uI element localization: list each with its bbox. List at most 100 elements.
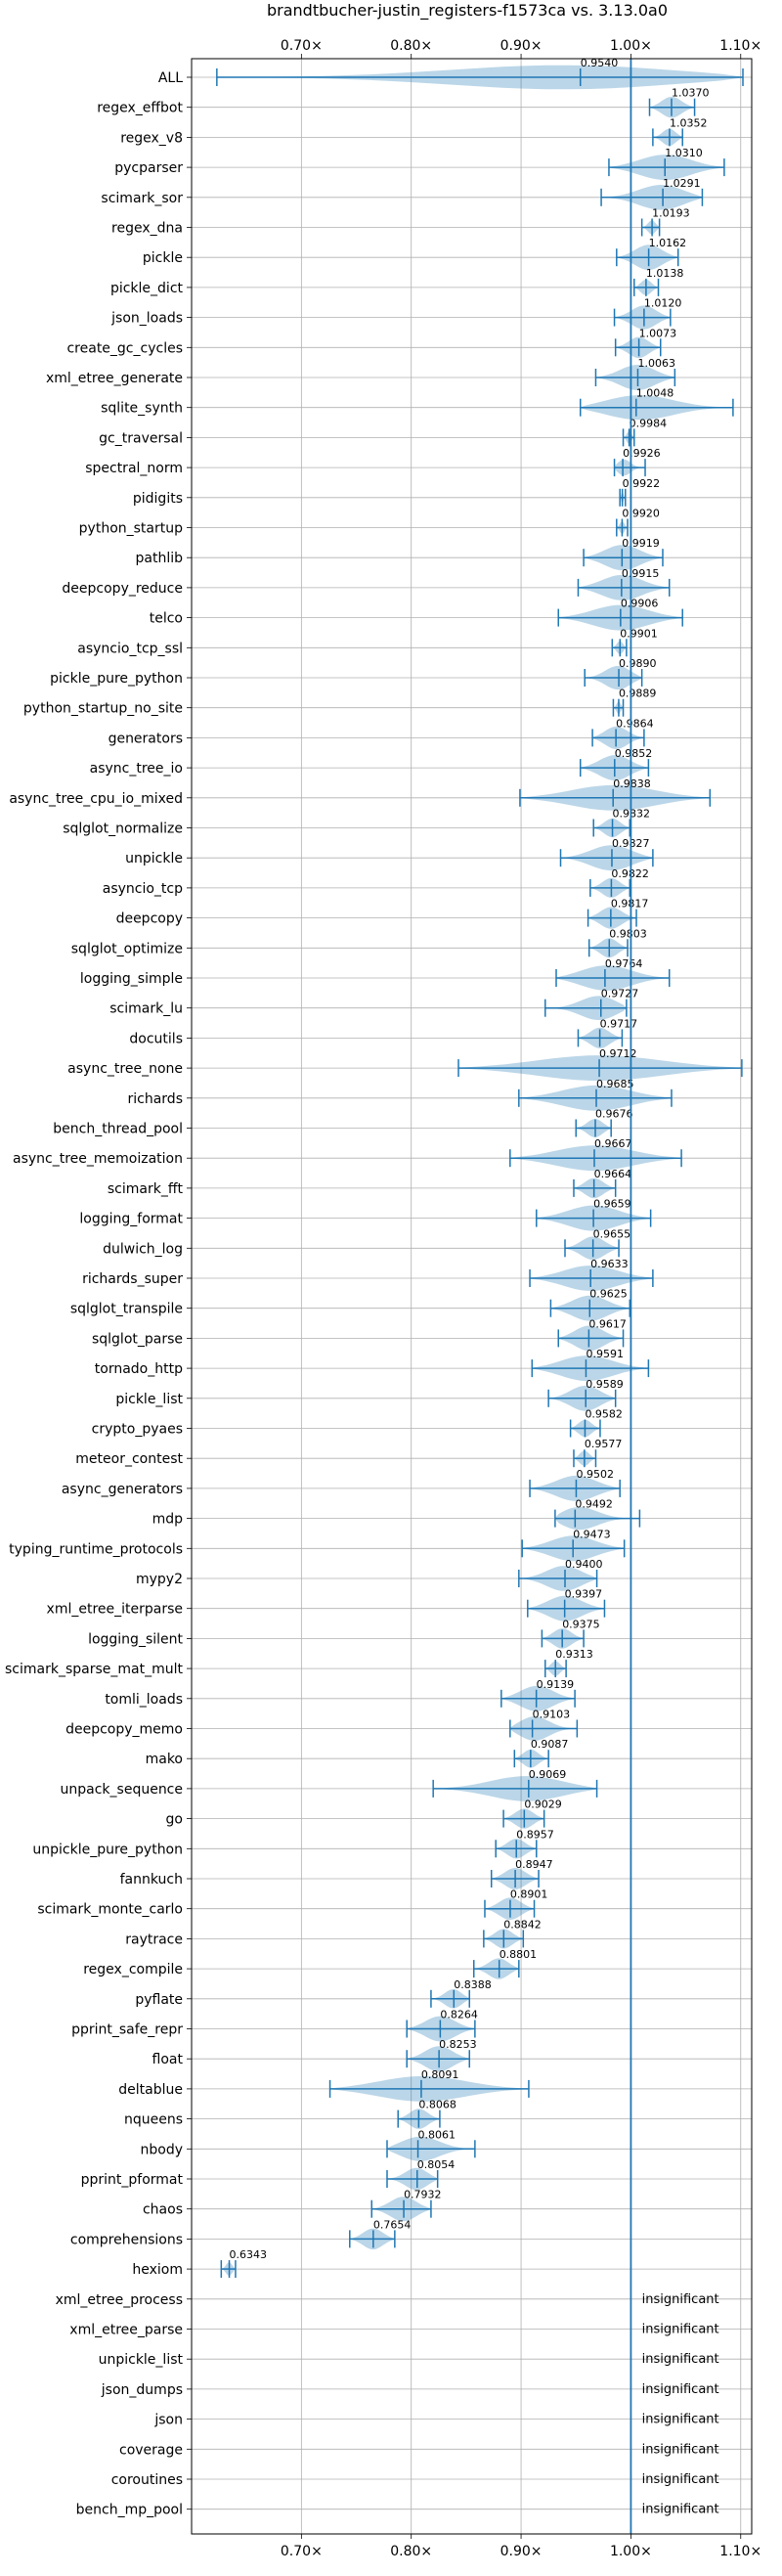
value-label: 0.9473 (573, 1528, 611, 1540)
benchmark-label: ALL (158, 70, 183, 86)
benchmark-label: async_tree_cpu_io_mixed (9, 791, 183, 807)
value-label: 0.9633 (590, 1258, 629, 1270)
insignificant-label: insignificant (642, 2442, 719, 2457)
value-label: 0.9889 (619, 688, 657, 700)
benchmark-label: python_startup_no_site (23, 701, 183, 717)
benchmark-label: scimark_lu (109, 1001, 183, 1017)
value-label: 0.9906 (621, 598, 659, 610)
value-label: 1.0120 (644, 297, 682, 310)
benchmark-label: coroutines (111, 2472, 183, 2488)
x-tick-label-top: 1.10× (719, 38, 761, 54)
benchmark-label: deltablue (118, 2082, 183, 2098)
value-label: 0.9659 (593, 1198, 631, 1211)
value-label: 0.9502 (576, 1468, 614, 1481)
benchmark-label: mdp (152, 1512, 184, 1528)
value-label: 0.9727 (601, 988, 639, 1000)
value-label: 0.8957 (516, 1828, 554, 1841)
benchmark-label: bench_mp_pool (76, 2503, 183, 2518)
benchmark-label: richards_super (82, 1271, 183, 1287)
benchmark-label: pycparser (114, 160, 183, 176)
benchmark-label: richards (128, 1091, 184, 1107)
value-label: 0.6343 (230, 2248, 267, 2261)
value-label: 0.9864 (616, 717, 654, 730)
x-tick-label-bottom: 1.00× (610, 2544, 652, 2559)
value-label: 0.9591 (586, 1348, 624, 1360)
benchmark-label: xml_etree_parse (69, 2323, 183, 2338)
benchmark-label: float (152, 2052, 184, 2067)
benchmark-label: sqlglot_normalize (63, 822, 183, 837)
value-label: 0.8947 (515, 1858, 553, 1871)
benchmark-label: scimark_sor (101, 191, 183, 206)
value-label: 0.9492 (575, 1498, 613, 1511)
benchmark-label: mypy2 (136, 1572, 183, 1587)
benchmark-label: go (166, 1812, 183, 1828)
insignificant-label: insignificant (642, 2472, 719, 2487)
benchmark-label: async_tree_io (90, 761, 183, 777)
benchmark-label: spectral_norm (85, 461, 183, 476)
benchmark-label: pickle (143, 250, 183, 266)
benchmark-label: deepcopy_memo (65, 1722, 183, 1738)
benchmark-label: bench_thread_pool (53, 1122, 183, 1137)
x-tick-label-top: 0.90× (500, 38, 543, 54)
x-tick-label-bottom: 1.10× (719, 2544, 761, 2559)
insignificant-label: insignificant (642, 2413, 719, 2427)
benchmark-label: unpickle_list (99, 2352, 184, 2368)
value-label: 0.9984 (630, 417, 668, 429)
benchmark-label: typing_runtime_protocols (9, 1541, 183, 1557)
benchmark-label: regex_effbot (97, 101, 183, 116)
value-label: 0.9667 (594, 1137, 632, 1150)
benchmark-label: coverage (119, 2442, 183, 2458)
x-tick-label-top: 0.70× (281, 38, 323, 54)
benchmark-label: telco (150, 611, 183, 627)
benchmark-label: sqlglot_parse (92, 1331, 183, 1347)
benchmark-label: deepcopy (116, 911, 183, 927)
value-label: 0.9087 (531, 1738, 569, 1751)
value-label: 0.9577 (585, 1438, 623, 1450)
value-label: 0.9838 (613, 777, 651, 790)
value-label: 1.0291 (663, 177, 701, 190)
benchmark-label: create_gc_cycles (66, 340, 183, 356)
value-label: 0.9029 (524, 1799, 562, 1811)
tick-layer: 0.70× 0.70× 0.80× 0.80× 0.90× 0.90× 1.00× 1.00×… (5, 38, 761, 2559)
benchmark-label: regex_dna (111, 221, 183, 237)
benchmark-label: logging_simple (80, 971, 183, 987)
benchmark-label: pidigits (133, 491, 183, 507)
value-label: 0.9926 (623, 447, 661, 460)
value-label: 1.0138 (646, 267, 684, 280)
value-label: 0.7654 (373, 2218, 412, 2231)
value-label: 0.9717 (600, 1017, 638, 1030)
benchmark-label: unpickle (125, 851, 183, 866)
value-label: 0.9922 (623, 477, 661, 490)
benchmark-label: comprehensions (70, 2232, 183, 2247)
benchmark-label: unpickle_pure_python (32, 1842, 183, 1857)
grid-layer (192, 59, 752, 2534)
benchmark-label: logging_format (79, 1212, 183, 1227)
value-label: 0.9764 (605, 957, 643, 970)
value-label: 0.9817 (611, 898, 649, 910)
value-label: 0.9655 (593, 1227, 631, 1240)
benchmark-label: tomli_loads (105, 1692, 183, 1708)
value-label: 0.9103 (533, 1709, 571, 1721)
chart-title: brandtbucher-justin_registers-f1573ca vs… (267, 1, 668, 21)
insignificant-label: insignificant (642, 2323, 719, 2337)
benchmark-label: pprint_safe_repr (71, 2022, 183, 2038)
benchmark-label: nbody (141, 2142, 184, 2157)
benchmark-label: async_generators (62, 1482, 183, 1497)
value-label: 0.9712 (599, 1047, 637, 1060)
value-label: 0.9676 (595, 1108, 633, 1121)
benchmark-label: asyncio_tcp_ssl (77, 641, 183, 656)
benchmark-label: regex_v8 (120, 130, 183, 146)
value-label: 0.8801 (500, 1948, 537, 1961)
benchmark-label: meteor_contest (75, 1451, 183, 1467)
benchmark-label: regex_compile (83, 1962, 183, 1977)
value-label: 0.9400 (565, 1558, 603, 1571)
benchmark-label: pickle_list (115, 1392, 183, 1407)
value-label: 0.9139 (537, 1678, 575, 1691)
benchmark-label: async_tree_memoization (13, 1151, 183, 1167)
x-tick-label-bottom: 0.90× (500, 2544, 543, 2559)
value-label: 1.0370 (672, 87, 710, 100)
benchmark-label: crypto_pyaes (92, 1422, 183, 1438)
value-label: 0.9901 (620, 627, 658, 640)
value-label: 0.9625 (589, 1288, 628, 1301)
